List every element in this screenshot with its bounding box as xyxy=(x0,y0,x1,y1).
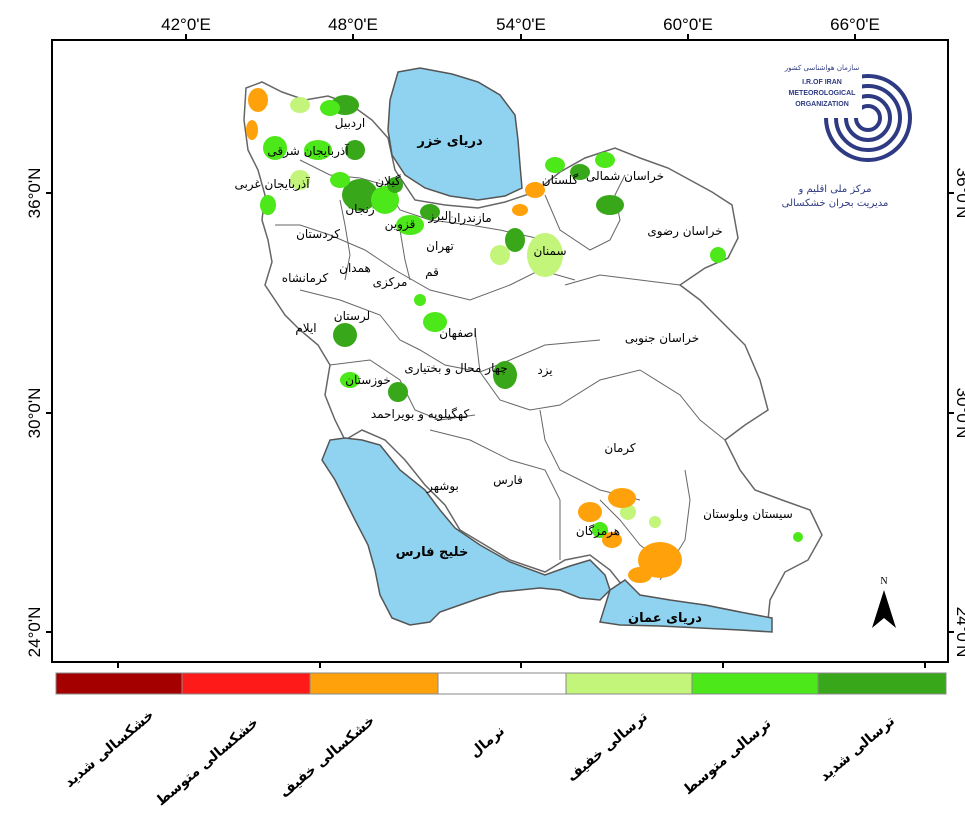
province-label: لرستان xyxy=(334,309,370,324)
province-label: قزوین xyxy=(385,217,416,232)
province-label: قم xyxy=(425,265,439,279)
logo-org-fa: سازمان هواشناسی کشور xyxy=(784,64,860,72)
legend-swatch xyxy=(55,672,183,695)
province-label: آذربایجان غربی xyxy=(234,176,310,192)
wet-patches xyxy=(260,95,803,542)
top-tick-label: 42°0'E xyxy=(161,15,211,34)
legend-label: خشکسالی خفیف xyxy=(277,713,378,802)
legend-label: ترسالی شدید xyxy=(817,713,898,785)
persian-gulf-label: خلیج فارس xyxy=(396,545,469,560)
province-label: ایلام xyxy=(295,321,316,335)
legend-swatch xyxy=(181,672,311,695)
right-tick-label: 30°0'N xyxy=(953,388,965,439)
province-label: هرمزگان xyxy=(576,524,620,539)
legend-label: ترسالی خفیف xyxy=(564,709,651,785)
province-label: تهران xyxy=(426,239,454,254)
caspian-sea xyxy=(387,67,523,201)
province-label: کردستان xyxy=(296,227,340,242)
right-axis: 36°0'N 30°0'N 24°0'N xyxy=(948,168,965,658)
logo-line1: I.R.OF IRAN xyxy=(802,79,842,86)
persian-gulf xyxy=(321,437,611,626)
legend-swatch xyxy=(565,672,693,695)
province-label: کرمان xyxy=(604,441,636,456)
legend-label: خشکسالی متوسط xyxy=(153,715,261,810)
province-labels: اردبیل آذربایجان شرقی آذربایجان غربی گیل… xyxy=(234,116,792,539)
bottom-axis-ticks xyxy=(117,662,926,668)
iran-outline xyxy=(243,81,823,621)
province-label: خراسان رضوی xyxy=(647,224,722,239)
legend: خشکسالی شدید خشکسالی متوسط خشکسالی خفیف … xyxy=(55,672,947,810)
legend-label: خشکسالی شدید xyxy=(62,707,158,791)
right-tick-label: 36°0'N xyxy=(953,168,965,219)
top-axis: 42°0'E 48°0'E 54°0'E 60°0'E 66°0'E xyxy=(161,15,880,40)
left-tick-label: 36°0'N xyxy=(25,168,44,219)
province-label: البرز xyxy=(427,209,451,224)
oman-sea-label: دریای عمان xyxy=(628,611,702,626)
province-label: چهار محال و بختیاری xyxy=(404,361,507,376)
province-label: گیلان xyxy=(375,174,401,188)
legend-swatch xyxy=(437,672,567,695)
province-label: سمنان xyxy=(533,244,566,258)
right-tick-label: 24°0'N xyxy=(953,607,965,658)
left-axis: 36°0'N 30°0'N 24°0'N xyxy=(25,168,52,658)
imo-logo: سازمان هواشناسی کشور I.R.OF IRAN METEORO… xyxy=(782,64,912,209)
top-tick-label: 54°0'E xyxy=(496,15,546,34)
left-tick-label: 24°0'N xyxy=(25,607,44,658)
province-label: اصفهان xyxy=(439,326,477,340)
logo-line2: METEOROLOGICAL xyxy=(789,90,857,97)
legend-swatch xyxy=(691,672,819,695)
north-arrow-label: N xyxy=(880,576,887,587)
province-label: زنجان xyxy=(345,202,375,217)
province-label: آذربایجان شرقی xyxy=(267,143,349,159)
province-label: مازندران xyxy=(448,211,491,226)
dry-patches xyxy=(246,88,682,583)
province-label: سیستان وبلوستان xyxy=(703,507,793,522)
province-label: فارس xyxy=(493,473,523,488)
province-label: کهگیلویه و بویراحمد xyxy=(371,407,470,422)
province-label: مرکزی xyxy=(373,275,408,290)
legend-swatch xyxy=(309,672,439,695)
province-label: گلستان xyxy=(542,173,579,187)
legend-label: نرمال xyxy=(467,723,508,761)
legend-swatch xyxy=(817,672,947,695)
left-tick-label: 30°0'N xyxy=(25,388,44,439)
province-label: خراسان شمالی xyxy=(586,169,664,184)
oman-sea xyxy=(599,579,773,633)
legend-label: ترسالی متوسط xyxy=(680,716,774,798)
province-label: بوشهر xyxy=(426,479,459,494)
province-label: کرمانشاه xyxy=(282,271,329,286)
logo-caption-2: مدیریت بحران خشکسالی xyxy=(782,198,889,209)
province-label: خوزستان xyxy=(345,373,391,388)
province-label: اردبیل xyxy=(335,116,366,131)
logo-caption-1: مرکز ملی اقلیم و xyxy=(797,184,871,195)
province-label: یزد xyxy=(537,363,552,378)
top-tick-label: 48°0'E xyxy=(328,15,378,34)
north-arrow: N xyxy=(872,576,896,628)
logo-line3: ORGANIZATION xyxy=(795,101,849,108)
top-tick-label: 60°0'E xyxy=(663,15,713,34)
province-label: همدان xyxy=(339,261,371,275)
top-tick-label: 66°0'E xyxy=(830,15,880,34)
province-label: خراسان جنوبی xyxy=(625,331,699,346)
caspian-sea-label: دریای خزر xyxy=(416,134,483,149)
